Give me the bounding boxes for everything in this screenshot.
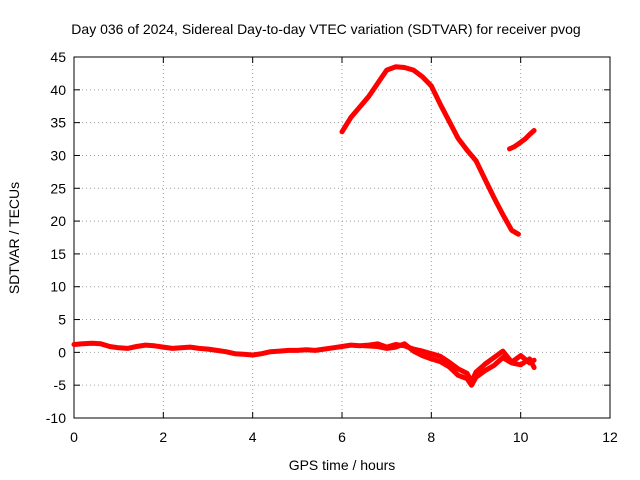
y-tick-label: 10 (50, 279, 66, 295)
y-axis-title: SDTVAR / TECUs (6, 182, 22, 294)
series-layer (71, 64, 537, 388)
x-tick-label: 10 (513, 429, 529, 445)
y-tick-label: 0 (58, 344, 66, 360)
y-tick-label: 40 (50, 82, 66, 98)
series-line-baseline (71, 340, 537, 385)
x-tick-label: 0 (70, 429, 78, 445)
series-line-lower-envelope (361, 341, 537, 388)
x-tick-label: 8 (427, 429, 435, 445)
grid-layer (74, 57, 610, 418)
y-tick-label: 20 (50, 213, 66, 229)
y-tick-label: 25 (50, 180, 66, 196)
x-tick-label: 6 (338, 429, 346, 445)
series-line-arc-rise-fall (339, 64, 521, 237)
y-tick-label: -5 (54, 377, 67, 393)
x-tick-label: 4 (249, 429, 257, 445)
tick-layer: 0 2 4 6 8 10 12 -10 -5 0 5 10 15 20 25 30 35 40 45 (46, 49, 618, 445)
series-line-arc-late (507, 128, 537, 152)
y-tick-label: 15 (50, 246, 66, 262)
x-tick-label: 2 (159, 429, 167, 445)
y-tick-label: 35 (50, 115, 66, 131)
y-tick-label: 30 (50, 147, 66, 163)
x-tick-label: 12 (602, 429, 618, 445)
y-tick-label: 45 (50, 49, 66, 65)
chart-title: Day 036 of 2024, Sidereal Day-to-day VTE… (71, 21, 580, 37)
y-tick-label: -10 (46, 410, 66, 426)
x-axis-title: GPS time / hours (289, 457, 396, 473)
y-tick-label: 5 (58, 312, 66, 328)
